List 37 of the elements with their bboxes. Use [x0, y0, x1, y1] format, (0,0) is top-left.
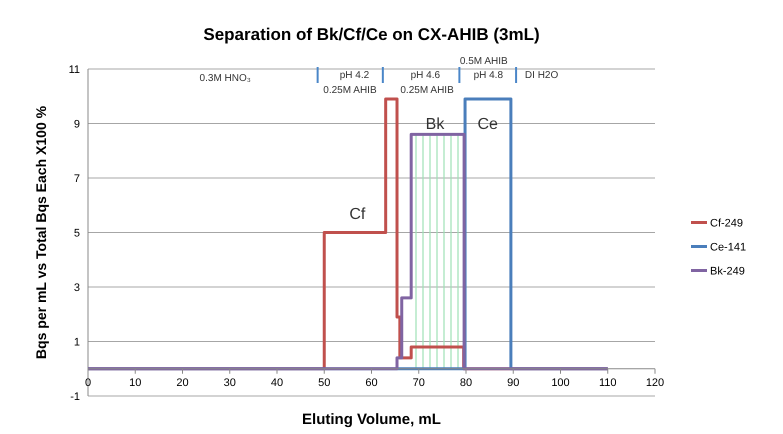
legend-label: Bk-249	[710, 266, 745, 278]
annotation: pH 4.6	[410, 70, 441, 81]
x-tick-label: 120	[646, 376, 664, 389]
legend-label: Cf-249	[710, 218, 744, 230]
y-tick-label: 3	[74, 282, 80, 294]
annotation: Bk	[426, 116, 446, 133]
y-tick-label: -1	[70, 391, 80, 403]
annotation: pH 4.8	[474, 70, 504, 81]
annotation: 0.3M HNO₃	[200, 73, 251, 84]
annotation: pH 4.2	[340, 70, 370, 81]
x-tick-label: 90	[507, 376, 520, 389]
y-tick-label: 5	[74, 228, 80, 240]
annotation: DI H2O	[524, 70, 558, 81]
x-tick-label: 110	[598, 376, 617, 389]
annotation: Ce	[478, 116, 498, 133]
x-tick-label: 60	[365, 376, 378, 389]
y-tick-label: 9	[74, 118, 80, 130]
legend-label: Ce-141	[710, 242, 746, 254]
x-tick-label: 70	[412, 376, 425, 389]
x-tick-label: 50	[318, 376, 330, 389]
x-tick-label: 30	[224, 376, 236, 389]
annotation: Cf	[349, 206, 366, 223]
x-tick-label: 100	[551, 376, 570, 389]
x-axis-title: Eluting Volume, mL	[302, 411, 441, 428]
x-tick-label: 20	[176, 376, 189, 389]
y-tick-label: 11	[68, 64, 80, 76]
x-tick-label: 40	[270, 376, 284, 389]
text: 0.5M AHIB	[460, 56, 508, 67]
x-tick-label: 80	[460, 376, 472, 389]
x-tick-label: 0	[84, 376, 92, 389]
x-tick-label: 10	[129, 376, 142, 389]
chart-title: Separation of Bk/Cf/Ce on CX-AHIB (3mL)	[203, 25, 540, 44]
annotation: 0.25M AHIB	[323, 85, 377, 96]
y-tick-label: 7	[74, 173, 80, 185]
y-tick-label: 1	[74, 336, 80, 348]
y-axis-title: Bqs per mL vs Total Bqs Each X100 %	[33, 105, 49, 360]
annotation: 0.25M AHIB	[400, 85, 454, 96]
